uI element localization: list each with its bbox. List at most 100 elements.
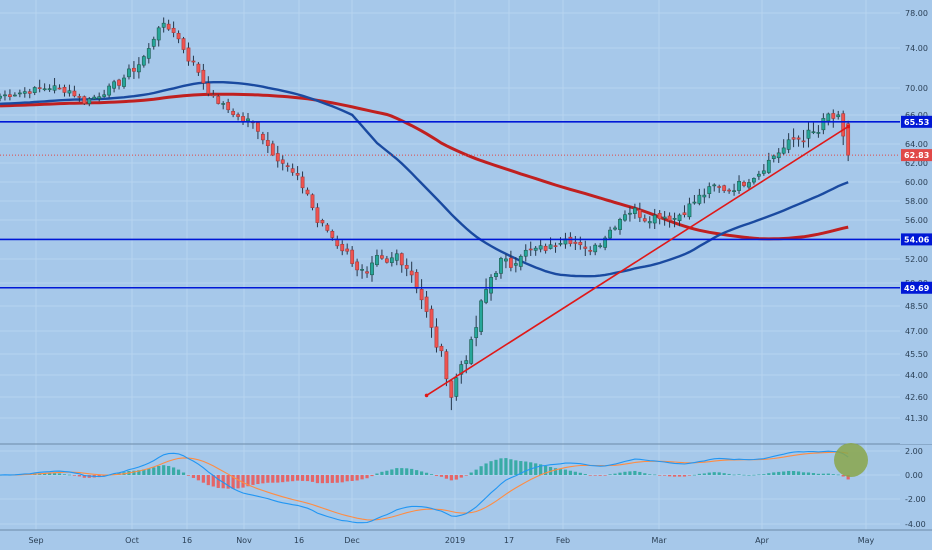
price-badge-49.69[interactable] <box>901 281 932 294</box>
macd-histogram-bar <box>841 475 845 477</box>
macd-histogram-bar <box>692 474 696 476</box>
candle-body <box>27 91 32 94</box>
macd-histogram-bar <box>583 474 587 475</box>
macd-histogram-bar <box>256 475 260 485</box>
candle-body <box>404 265 409 269</box>
candle-body <box>429 308 434 328</box>
macd-histogram-bar <box>77 475 81 477</box>
time-tick-label: 16 <box>294 536 304 545</box>
candle-body <box>454 377 459 397</box>
candle-body <box>171 27 176 33</box>
trendline[interactable] <box>424 124 850 398</box>
candle-body <box>752 178 756 183</box>
macd-histogram-bar <box>296 475 300 481</box>
candle-body <box>786 139 791 150</box>
price-badge-65.53[interactable] <box>901 115 932 128</box>
macd-histogram-bar <box>558 469 563 475</box>
candle-body <box>285 165 290 167</box>
candle-body <box>543 245 548 251</box>
macd-histogram-bar <box>782 471 786 475</box>
time-axis[interactable]: Sep Oct 16 Nov 16 Dec 2019 17 Feb Mar Apr May <box>0 529 932 545</box>
candle-body <box>12 94 17 97</box>
price-axis[interactable]: 78.00 74.00 70.00 66.00 64.00 62.00 60.00 58.00… <box>900 0 932 444</box>
macd-histogram-bar <box>792 471 796 475</box>
price-badge-label: 65.53 <box>904 118 929 127</box>
candle-body <box>732 190 736 192</box>
macd-histogram-bar <box>737 474 741 475</box>
candle-body <box>722 185 727 191</box>
price-badge-54.06[interactable] <box>901 233 932 246</box>
macd-histogram-bar <box>747 474 751 476</box>
macd-histogram-bar <box>330 475 334 483</box>
candle-body <box>360 269 364 271</box>
macd-histogram-bar <box>553 468 558 475</box>
macd-histogram-bar <box>653 474 657 476</box>
candle-body <box>196 63 201 73</box>
macd-histogram-bar <box>246 475 250 487</box>
candle-body <box>52 85 57 91</box>
price-badge-label: 62.83 <box>904 151 929 160</box>
candle-body <box>697 194 702 204</box>
macd-histogram-bar <box>132 470 136 475</box>
candle-body <box>677 214 682 221</box>
macd-histogram-bar <box>846 475 850 480</box>
short-ma-line <box>0 81 849 278</box>
candle-body <box>761 170 766 174</box>
candle-body <box>831 113 836 119</box>
macd-histogram-bar <box>603 475 607 476</box>
candle-body <box>399 253 404 266</box>
macd-histogram-bar <box>777 471 781 475</box>
macd-histogram-bar <box>484 463 488 475</box>
trendline-end-handle[interactable] <box>846 124 850 129</box>
macd-histogram-bar <box>658 475 662 476</box>
macd-histogram-bar <box>836 474 840 476</box>
macd-histogram-bar <box>672 475 677 477</box>
candle-body <box>836 114 841 118</box>
macd-signal-line <box>0 451 849 521</box>
macd-histogram-bar <box>315 475 320 484</box>
macd-histogram-bar <box>390 469 394 475</box>
macd-histogram-bar <box>226 475 230 489</box>
long-moving-average <box>0 92 849 241</box>
price-badge-62.83[interactable] <box>901 149 932 162</box>
macd-histogram-bar <box>727 473 731 475</box>
macd-histogram-bar <box>449 475 453 481</box>
candle-body <box>647 221 652 224</box>
candle-body <box>692 201 697 204</box>
candle-body <box>394 253 399 261</box>
macd-histogram-bar <box>181 472 186 475</box>
candle-body <box>82 96 87 104</box>
macd-histogram-bar <box>519 461 523 475</box>
candle-body <box>389 257 394 263</box>
macd-histogram-bar <box>147 468 151 475</box>
trendline-start-handle[interactable] <box>424 393 429 398</box>
candle-body <box>345 248 350 252</box>
candlesticks <box>0 17 851 411</box>
candle-body <box>523 249 528 257</box>
price-tick-label: 78.00 <box>905 9 928 18</box>
candle-body <box>846 123 851 156</box>
macd-histogram-bar <box>206 475 210 486</box>
macd-histogram-bar <box>469 472 473 475</box>
macd-histogram-bar <box>573 471 577 475</box>
candle-body <box>211 94 216 97</box>
macd-histogram-bar <box>360 475 364 480</box>
macd-histogram-bar <box>752 474 756 476</box>
trendline-line[interactable] <box>426 125 849 397</box>
macd-histogram-bar <box>276 475 280 483</box>
candle-body <box>756 173 761 177</box>
price-levels[interactable] <box>0 121 900 289</box>
candle-body <box>637 209 642 218</box>
macd-histogram-bar <box>82 475 86 478</box>
macd-histogram-bar <box>801 472 806 475</box>
macd-histogram-bar <box>757 474 761 476</box>
macd-histogram-bar <box>251 475 255 485</box>
candle-body <box>365 271 369 274</box>
candle-body <box>781 147 786 154</box>
price-tick-label: 42.60 <box>905 393 928 402</box>
macd-histogram-bar <box>72 475 76 476</box>
macd-pane: 2.00 0.00 -2.00 -4.00 <box>0 443 926 529</box>
candle-body <box>449 380 454 398</box>
